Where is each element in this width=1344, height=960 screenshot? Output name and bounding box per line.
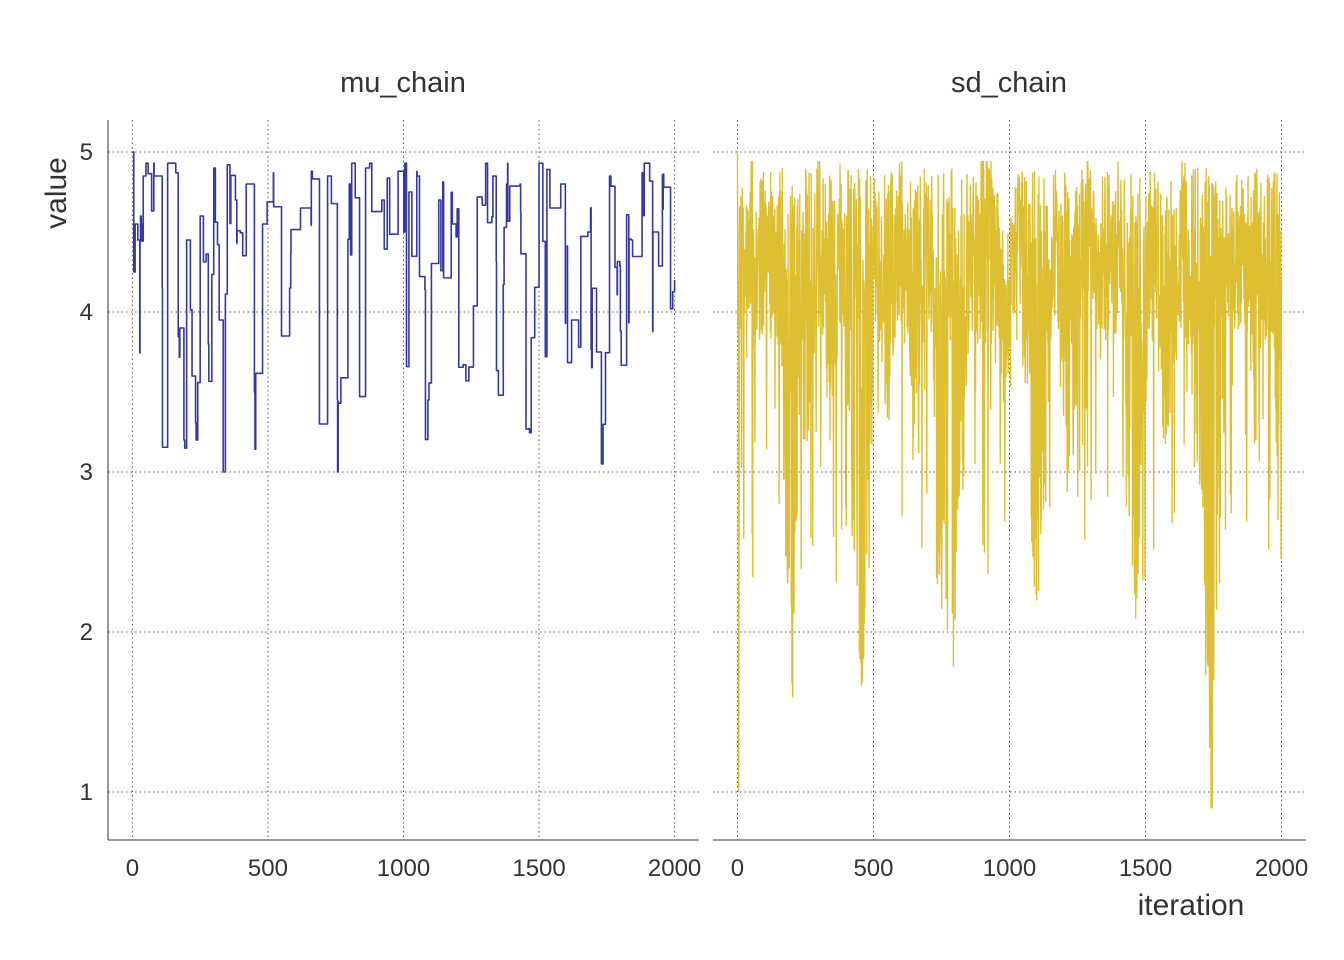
y-tick-label: 3: [80, 459, 93, 486]
mu-chain-panel: mu_chain 0 500 1000 1500 2000 1 2 3 4 5: [80, 67, 702, 882]
strip-label-sd-chain: sd_chain: [951, 67, 1067, 99]
y-axis-title: value: [40, 157, 73, 229]
y-tick-label: 5: [80, 139, 93, 166]
x-tick-label: 500: [853, 855, 893, 882]
x-tick-label: 1000: [983, 855, 1036, 882]
y-tick-label: 4: [80, 299, 93, 326]
x-tick-label: 2000: [1255, 855, 1308, 882]
sd-chain-panel: sd_chain 0 500 1000 1500 2000: [713, 67, 1308, 882]
sd-chain-trace-line: [736, 151, 1283, 809]
x-axis-title: iteration: [1138, 889, 1245, 922]
x-tick-label: 500: [248, 855, 288, 882]
y-tick-label: 1: [80, 779, 93, 806]
mu-chain-trace-line: [131, 151, 676, 473]
y-tick-label: 2: [80, 619, 93, 646]
x-tick-label: 0: [126, 855, 139, 882]
gridlines: [108, 120, 699, 840]
x-tick-label: 1000: [377, 855, 430, 882]
x-tick-label: 0: [731, 855, 744, 882]
strip-label-mu-chain: mu_chain: [340, 67, 466, 99]
x-tick-label: 1500: [1119, 855, 1172, 882]
x-tick-label: 1500: [512, 855, 565, 882]
x-tick-label: 2000: [648, 855, 701, 882]
